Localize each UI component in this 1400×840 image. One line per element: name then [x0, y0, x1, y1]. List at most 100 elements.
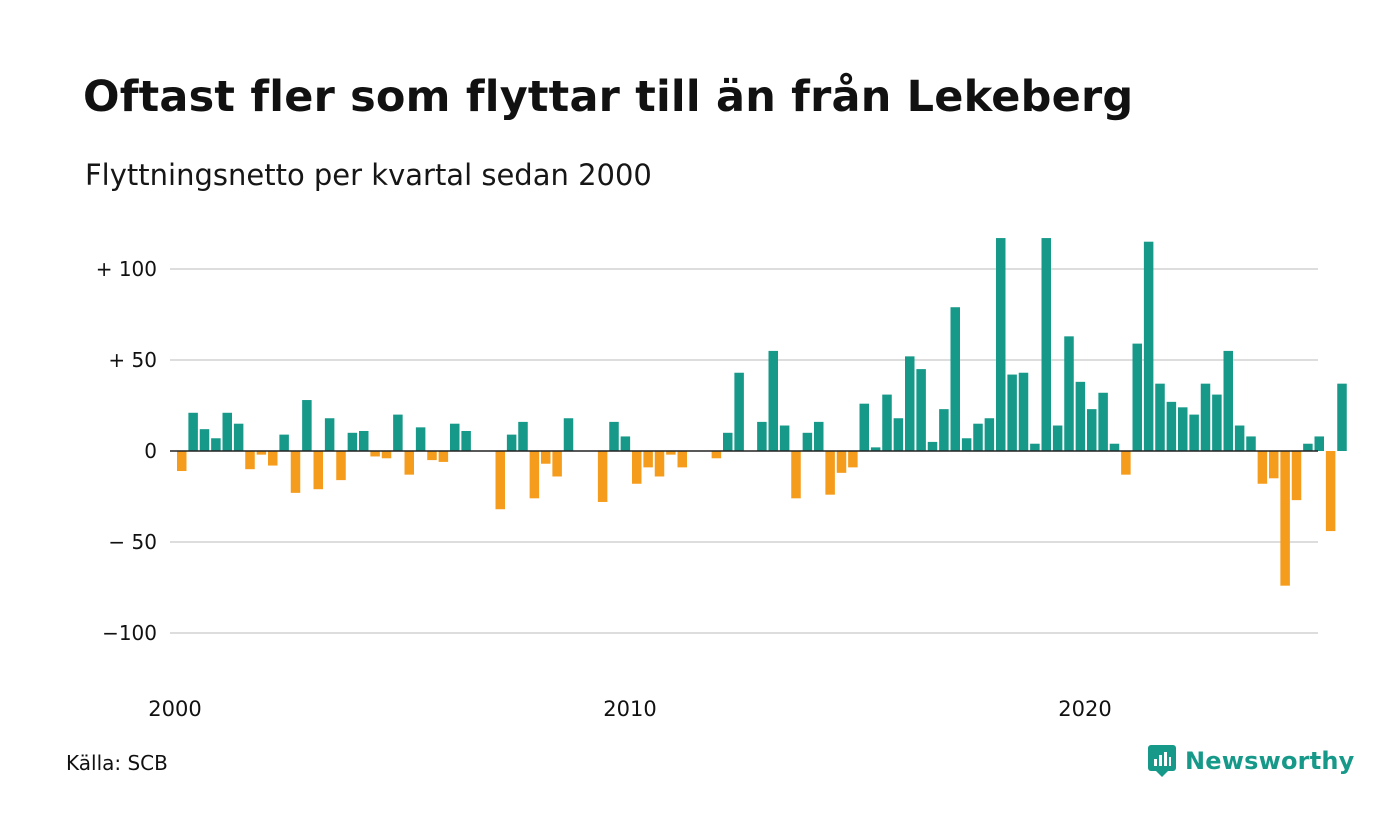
y-tick-label: + 50	[108, 348, 157, 372]
bar	[916, 369, 926, 451]
y-tick-label: −100	[102, 621, 157, 645]
bar	[1246, 436, 1256, 451]
bar	[1041, 238, 1051, 451]
bar	[1166, 401, 1177, 451]
bar	[609, 421, 619, 451]
bar	[905, 356, 915, 451]
bar	[825, 451, 835, 495]
bar	[779, 425, 790, 451]
bar	[381, 451, 392, 459]
bar	[654, 451, 665, 477]
bar	[643, 451, 653, 468]
bar	[1212, 394, 1222, 451]
bar	[1087, 409, 1097, 451]
chart-subtitle: Flyttningsnetto per kvartal sedan 2000	[85, 158, 652, 192]
bar	[723, 432, 733, 451]
bar	[984, 418, 995, 451]
bar	[1132, 343, 1142, 451]
x-axis-labels: 2000 2010 2020	[148, 697, 1111, 721]
bar	[461, 430, 471, 451]
bar	[859, 403, 869, 451]
bar	[836, 451, 847, 473]
bar	[1223, 350, 1233, 451]
bar	[268, 451, 278, 466]
bar	[347, 432, 358, 451]
bar	[597, 451, 608, 502]
bar	[711, 451, 722, 459]
y-tick-label: + 100	[96, 257, 157, 281]
bar	[1030, 443, 1040, 451]
bar	[393, 414, 403, 451]
bar	[188, 412, 198, 451]
bar	[620, 436, 631, 451]
source-note: Källa: SCB	[66, 751, 168, 775]
bar	[313, 451, 323, 490]
bar	[450, 423, 460, 451]
bar	[1121, 451, 1131, 475]
bar	[552, 451, 562, 477]
bar	[1064, 336, 1074, 451]
bar	[1018, 372, 1029, 451]
bar	[415, 427, 426, 451]
x-tick-label: 2020	[1058, 697, 1111, 721]
bar	[757, 421, 767, 451]
bar	[1314, 436, 1324, 451]
bar	[996, 238, 1006, 451]
gridlines	[170, 268, 1318, 634]
bar	[222, 412, 232, 451]
bar	[495, 451, 505, 510]
bar	[427, 451, 437, 461]
bars	[177, 238, 1347, 586]
bar	[1291, 451, 1302, 501]
bar	[1143, 241, 1154, 451]
brand-name: Newsworthy	[1185, 747, 1355, 775]
newsworthy-icon	[1148, 745, 1176, 777]
bar	[1098, 392, 1108, 451]
bar	[848, 451, 858, 468]
bar	[1178, 407, 1188, 451]
bar	[1269, 451, 1279, 479]
bar	[734, 372, 744, 451]
bar	[1155, 383, 1165, 451]
bar	[529, 451, 540, 499]
bar	[370, 451, 380, 457]
bar	[1109, 443, 1120, 451]
bar	[404, 451, 414, 475]
bar	[1075, 381, 1086, 451]
bar	[939, 409, 949, 451]
bar	[882, 394, 892, 451]
bar	[279, 434, 289, 451]
bar	[336, 451, 346, 481]
bar	[1325, 451, 1336, 532]
bar	[814, 421, 824, 451]
bar	[177, 451, 187, 472]
bar	[359, 430, 369, 451]
bar	[518, 421, 528, 451]
bar	[893, 418, 904, 451]
bar	[1052, 425, 1063, 451]
bar	[768, 350, 778, 451]
bar	[1200, 383, 1211, 451]
chart-title: Oftast fler som flyttar till än från Lek…	[83, 72, 1134, 122]
bar	[802, 432, 813, 451]
y-tick-label: 0	[144, 439, 157, 463]
bar	[245, 451, 255, 470]
bar	[506, 434, 517, 451]
bar	[1234, 425, 1245, 451]
bar	[302, 400, 312, 451]
bar	[211, 438, 221, 451]
y-axis-labels: + 100 + 50 0 − 50 −100	[96, 257, 157, 645]
bar	[1280, 451, 1290, 586]
bar	[1257, 451, 1268, 484]
bar	[1303, 443, 1313, 451]
bar	[438, 451, 449, 462]
newsworthy-logo[interactable]: Newsworthy	[1147, 744, 1355, 778]
bar	[961, 438, 972, 451]
bar	[290, 451, 301, 493]
x-tick-label: 2010	[603, 697, 656, 721]
bar	[973, 423, 983, 451]
bar	[666, 451, 676, 455]
bar	[791, 451, 801, 499]
bar	[927, 441, 938, 451]
